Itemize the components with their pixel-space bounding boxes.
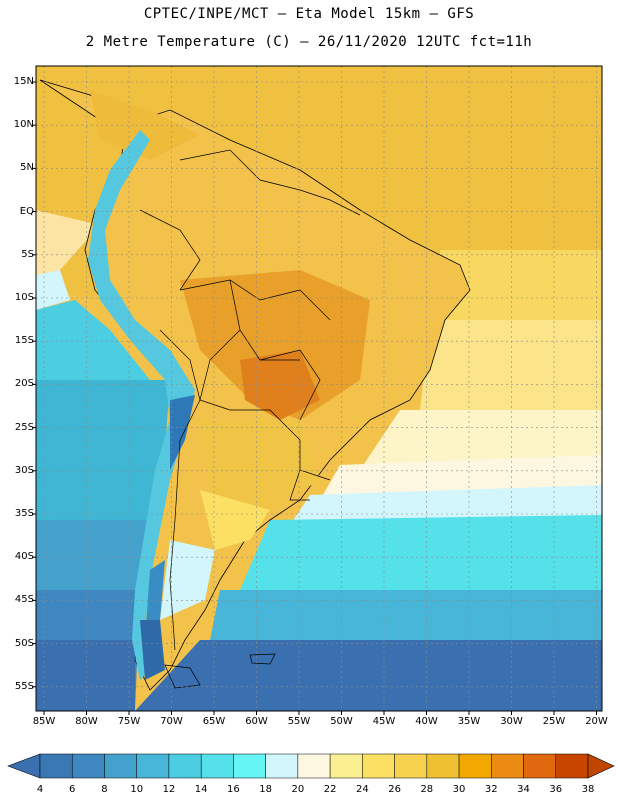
colorbar-label: 34	[517, 784, 530, 795]
colorbar-swatch	[426, 753, 460, 779]
graticule-gridlines	[36, 66, 602, 711]
colorbar-swatch	[394, 753, 428, 779]
colorbar-label: 16	[227, 784, 240, 795]
colorbar-label: 24	[355, 784, 369, 795]
colorbar-swatch	[71, 753, 105, 779]
latitude-label: 5S	[21, 248, 34, 260]
latitude-label: 15S	[14, 335, 34, 347]
latitude-label: EQ	[19, 205, 34, 217]
longitude-label: 40W	[415, 716, 438, 727]
colorbar-swatch	[168, 753, 202, 779]
longitude-label: 20W	[585, 716, 608, 727]
longitude-label: 30W	[500, 716, 523, 727]
colorbar-label: 28	[420, 784, 434, 795]
longitude-label: 65W	[202, 716, 226, 727]
colorbar-swatch	[39, 753, 73, 779]
colorbar-swatch	[136, 753, 170, 779]
map-title-line1: CPTEC/INPE/MCT – Eta Model 15km – GFS	[143, 6, 475, 22]
latitude-label: 25S	[14, 421, 34, 433]
colorbar-label: 38	[581, 784, 595, 795]
latitude-label: 20S	[14, 378, 34, 390]
colorbar-swatch	[362, 753, 395, 779]
longitude-label: 55W	[287, 716, 311, 727]
temperature-field	[36, 66, 602, 711]
longitude-label: 70W	[160, 716, 183, 727]
longitude-label: 80W	[75, 716, 98, 727]
colorbar-swatch	[233, 753, 266, 779]
country-borders	[139, 149, 361, 651]
latitude-label: 10S	[14, 292, 34, 303]
longitude-label: 85W	[32, 716, 56, 727]
colorbar-swatch	[104, 753, 137, 779]
colorbar-label: 32	[484, 784, 498, 795]
latitude-label: 35S	[14, 508, 34, 519]
colorbar-under-arrow	[7, 753, 41, 779]
longitude-label: 25W	[542, 716, 566, 727]
latitude-label: 10N	[13, 119, 34, 131]
colorbar-label: 10	[130, 784, 144, 795]
colorbar-label: 30	[452, 784, 466, 795]
colorbar	[7, 753, 615, 779]
map-frame	[35, 65, 603, 712]
longitude-label: 60W	[245, 716, 268, 727]
colorbar-label: 4	[36, 784, 44, 795]
latitude-label: 15N	[13, 76, 34, 87]
latitude-label: 5N	[20, 162, 34, 174]
longitude-label: 50W	[330, 716, 353, 727]
colorbar-label: 12	[162, 784, 176, 795]
latitude-label: 40S	[14, 551, 34, 563]
colorbar-label: 8	[101, 784, 108, 795]
colorbar-label: 36	[549, 784, 563, 795]
colorbar-label: 20	[291, 784, 305, 795]
colorbar-swatch	[458, 753, 492, 779]
map-title-line2: 2 Metre Temperature (C) – 26/11/2020 12U…	[85, 34, 533, 50]
colorbar-label: 14	[194, 784, 208, 795]
latitude-label: 50S	[14, 637, 34, 649]
colorbar-swatch	[297, 753, 331, 779]
colorbar-swatch	[329, 753, 363, 779]
colorbar-swatch	[265, 753, 299, 779]
axis-ticks	[32, 81, 597, 715]
longitude-label: 75W	[117, 716, 141, 727]
colorbar-swatch	[523, 753, 557, 779]
latitude-label: 45S	[14, 594, 34, 606]
colorbar-swatch	[491, 753, 524, 779]
colorbar-label: 18	[259, 784, 272, 795]
latitude-label: 55S	[14, 680, 34, 692]
latitude-label: 30S	[14, 464, 34, 476]
colorbar-label: 6	[69, 784, 76, 795]
colorbar-swatch	[555, 753, 589, 779]
longitude-label: 45W	[372, 716, 396, 727]
longitude-label: 35W	[457, 716, 481, 727]
colorbar-label: 26	[388, 784, 401, 795]
colorbar-swatch	[200, 753, 234, 779]
colorbar-over-arrow	[587, 753, 615, 779]
colorbar-label: 22	[323, 784, 337, 795]
